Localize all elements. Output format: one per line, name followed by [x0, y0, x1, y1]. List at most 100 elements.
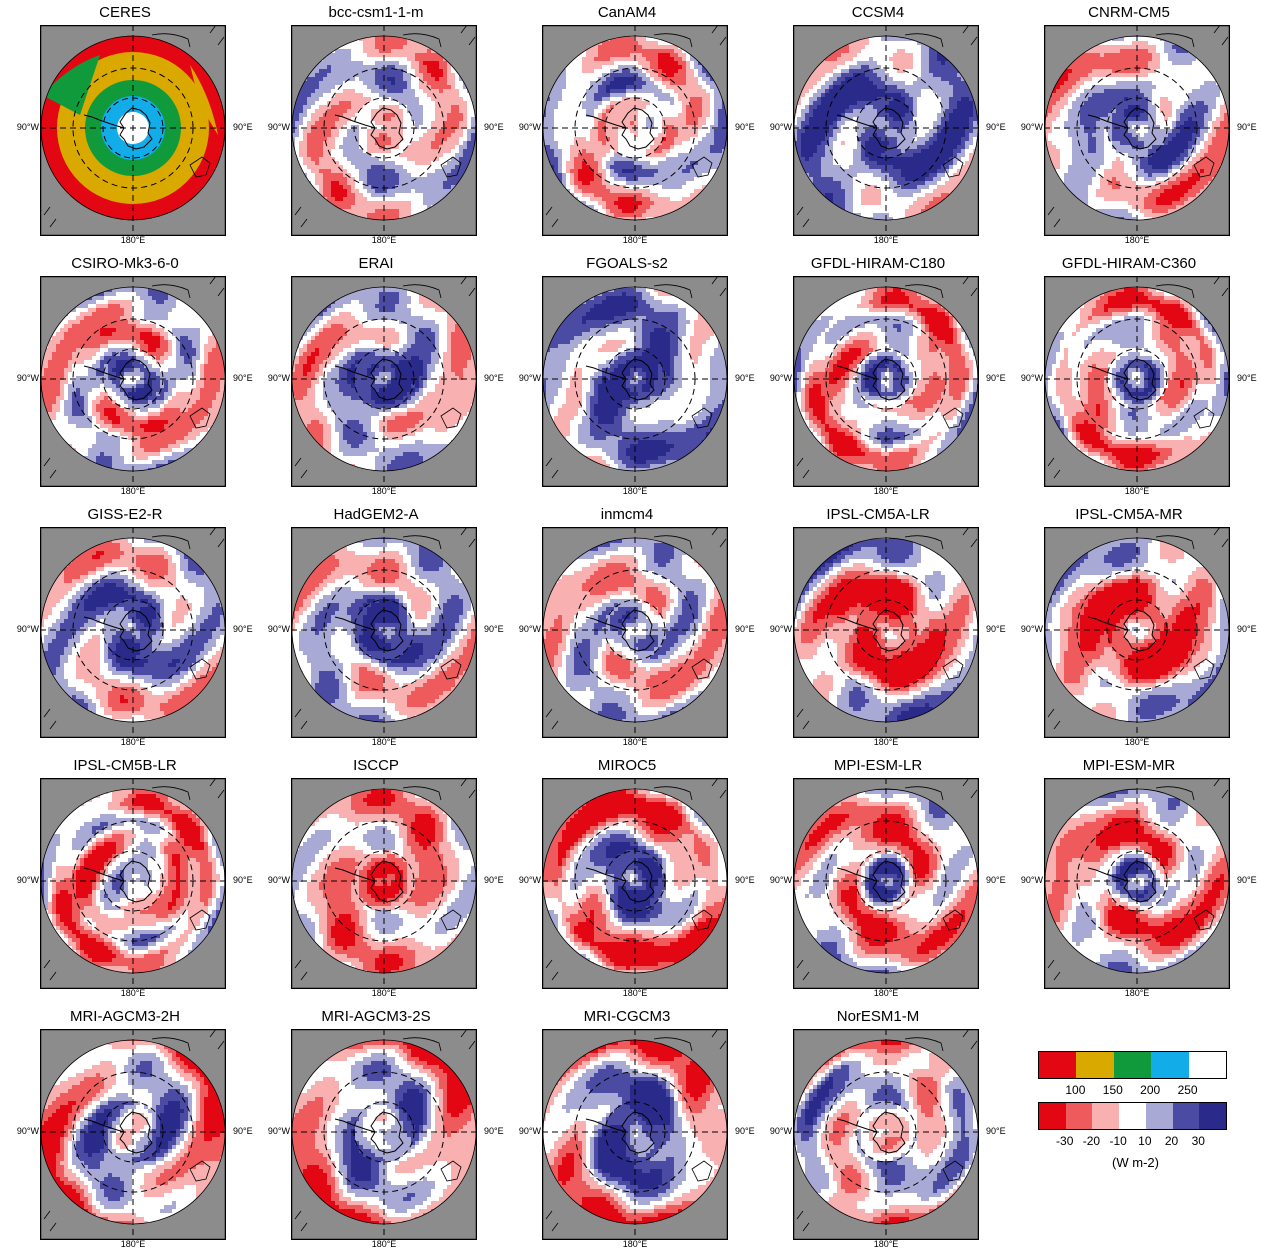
- longitude-label-west: 90°W: [256, 624, 290, 635]
- polar-map: [1044, 778, 1230, 989]
- longitude-label-west: 90°W: [5, 1126, 39, 1137]
- polar-map: [40, 1029, 226, 1240]
- longitude-label-west: 90°W: [507, 373, 541, 384]
- longitude-label-west: 90°W: [1009, 122, 1043, 133]
- colorbar-swatch: [1076, 1052, 1113, 1078]
- panel-title: GISS-E2-R: [5, 506, 245, 524]
- colorbar-swatch: [1039, 1103, 1066, 1129]
- longitude-label-east: 90°E: [986, 1126, 1006, 1137]
- polar-map: [542, 276, 728, 487]
- longitude-label-south: 180°E: [507, 486, 763, 497]
- longitude-label-south: 180°E: [1009, 988, 1262, 999]
- panel-title: inmcm4: [507, 506, 747, 524]
- longitude-label-south: 180°E: [1009, 235, 1262, 246]
- longitude-label-south: 180°E: [507, 988, 763, 999]
- longitude-label-south: 180°E: [507, 235, 763, 246]
- longitude-label-east: 90°E: [1237, 373, 1257, 384]
- longitude-label-east: 90°E: [735, 624, 755, 635]
- longitude-label-west: 90°W: [5, 373, 39, 384]
- colorbar-swatch: [1119, 1103, 1146, 1129]
- longitude-label-south: 180°E: [758, 486, 1014, 497]
- longitude-label-west: 90°W: [256, 1126, 290, 1137]
- colorbar-tick-label: 150: [1103, 1083, 1123, 1097]
- longitude-label-west: 90°W: [256, 373, 290, 384]
- polar-map: [793, 25, 979, 236]
- panel-title: bcc-csm1-1-m: [256, 4, 496, 22]
- longitude-label-east: 90°E: [735, 373, 755, 384]
- panel-title: GFDL-HIRAM-C180: [758, 255, 998, 273]
- polar-map: [1044, 25, 1230, 236]
- polar-map: [291, 25, 477, 236]
- longitude-label-east: 90°E: [233, 875, 253, 886]
- longitude-label-east: 90°E: [233, 624, 253, 635]
- colorbar-tick-label: 10: [1138, 1134, 1151, 1148]
- polar-map: [542, 25, 728, 236]
- polar-map: [1044, 276, 1230, 487]
- longitude-label-west: 90°W: [1009, 875, 1043, 886]
- polar-map: [793, 276, 979, 487]
- colorbar-tick-label: 250: [1178, 1083, 1198, 1097]
- colorbar-swatch: [1039, 1052, 1076, 1078]
- difference-colorbar: [1038, 1102, 1227, 1130]
- colorbar-tick-label: 30: [1192, 1134, 1205, 1148]
- longitude-label-east: 90°E: [484, 875, 504, 886]
- longitude-label-west: 90°W: [5, 624, 39, 635]
- longitude-label-west: 90°W: [5, 122, 39, 133]
- longitude-label-west: 90°W: [256, 875, 290, 886]
- longitude-label-south: 180°E: [5, 1239, 261, 1250]
- panel-title: MRI-AGCM3-2S: [256, 1008, 496, 1026]
- panel-title: IPSL-CM5B-LR: [5, 757, 245, 775]
- colorbar-swatch: [1114, 1052, 1151, 1078]
- polar-map: [40, 276, 226, 487]
- longitude-label-west: 90°W: [758, 1126, 792, 1137]
- longitude-label-south: 180°E: [256, 486, 512, 497]
- polar-map: [291, 1029, 477, 1240]
- colorbar-swatch: [1199, 1103, 1226, 1129]
- panel-title: MRI-AGCM3-2H: [5, 1008, 245, 1026]
- longitude-label-south: 180°E: [256, 235, 512, 246]
- longitude-label-west: 90°W: [758, 122, 792, 133]
- longitude-label-south: 180°E: [758, 235, 1014, 246]
- colorbar-swatch: [1189, 1052, 1226, 1078]
- panel-title: CERES: [5, 4, 245, 22]
- longitude-label-south: 180°E: [256, 1239, 512, 1250]
- longitude-label-east: 90°E: [233, 122, 253, 133]
- longitude-label-west: 90°W: [758, 624, 792, 635]
- longitude-label-east: 90°E: [484, 122, 504, 133]
- longitude-label-west: 90°W: [758, 373, 792, 384]
- longitude-label-east: 90°E: [1237, 122, 1257, 133]
- longitude-label-south: 180°E: [758, 737, 1014, 748]
- longitude-label-south: 180°E: [1009, 486, 1262, 497]
- longitude-label-south: 180°E: [256, 988, 512, 999]
- panel-title: IPSL-CM5A-MR: [1009, 506, 1249, 524]
- longitude-label-east: 90°E: [484, 1126, 504, 1137]
- longitude-label-east: 90°E: [735, 1126, 755, 1137]
- longitude-label-south: 180°E: [5, 737, 261, 748]
- longitude-label-east: 90°E: [1237, 875, 1257, 886]
- longitude-label-east: 90°E: [986, 875, 1006, 886]
- colorbar-tick-label: 200: [1140, 1083, 1160, 1097]
- longitude-label-south: 180°E: [507, 737, 763, 748]
- colorbar-tick-label: -10: [1109, 1134, 1126, 1148]
- longitude-label-south: 180°E: [1009, 737, 1262, 748]
- longitude-label-south: 180°E: [5, 486, 261, 497]
- panel-title: MRI-CGCM3: [507, 1008, 747, 1026]
- polar-map: [291, 276, 477, 487]
- colorbar-tick-label: 100: [1065, 1083, 1085, 1097]
- panel-title: NorESM1-M: [758, 1008, 998, 1026]
